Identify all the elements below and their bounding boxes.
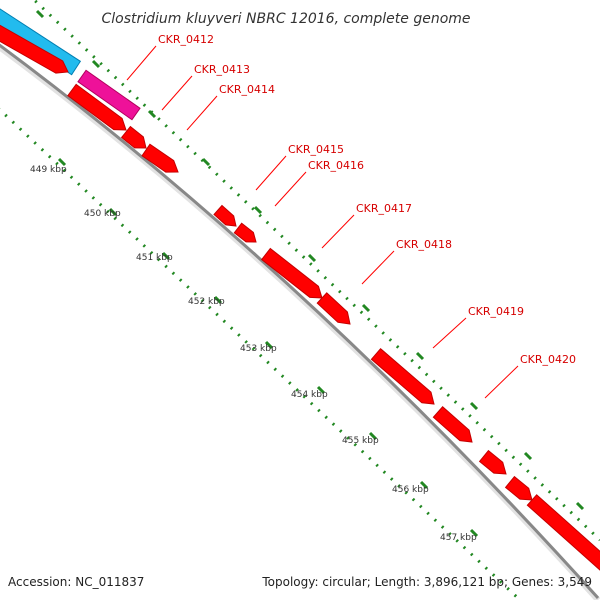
tick-mark-inner [469, 528, 479, 538]
cds-arrow-0413-group [120, 125, 147, 149]
cds-arrow-0420 [432, 406, 473, 443]
tick-mark-outer [523, 451, 533, 461]
gene-leader-line [361, 250, 395, 285]
cds-arrow-0416 [233, 222, 257, 243]
scale-label: 449 kbp [30, 165, 67, 175]
scale-label: 455 kbp [342, 436, 379, 446]
backbone-arc [0, 43, 600, 600]
scale-label: 450 kbp [84, 209, 121, 219]
tick-mark-outer [575, 501, 585, 511]
cds-arrow-0418-group [316, 292, 351, 325]
tick-mark-outer [361, 303, 371, 313]
cds-arrow-0420-group [432, 406, 473, 443]
gene-label-ckr-0419: CKR_0419 [468, 305, 524, 318]
accession-text: Accession: NC_011837 [8, 575, 144, 589]
scale-label: 453 kbp [240, 344, 277, 354]
tick-mark-outer [469, 401, 479, 411]
cds-arrow-0412-group [67, 83, 127, 131]
scale-ticks: 449 kbp 450 kbp 451 kbp 452 kbp 453 kbp 454 k… [30, 165, 477, 543]
tick-mark-inner [161, 251, 171, 261]
tick-mark-outer [147, 109, 157, 119]
map-title: Clostridium kluyveri NBRC 12016, complet… [101, 11, 470, 27]
backbone-line [0, 43, 600, 600]
gc-dots-outer [32, 0, 600, 542]
gene-leader-line [484, 365, 519, 399]
cds-arrow-0411 [0, 23, 69, 74]
gene-leader-line [274, 171, 307, 207]
tick-mark-inner [108, 207, 118, 217]
gene-leader-line [255, 155, 287, 191]
tick-mark-outer [201, 157, 211, 167]
gc-dots-inner [0, 107, 522, 600]
cds-arrow-0422 [504, 475, 533, 501]
cds-arrow-0416-group [233, 222, 257, 243]
gene-label-ckr-0414: CKR_0414 [219, 83, 275, 96]
cds-arrow-0418 [316, 292, 351, 325]
gene-leader-line [161, 75, 193, 111]
gene-leader-line [126, 45, 157, 81]
cds-arrow-0412 [67, 83, 127, 131]
gene-label-ckr-0420: CKR_0420 [520, 353, 576, 366]
gene-leader-line [321, 214, 355, 249]
tick-mark-inner [419, 480, 429, 490]
magenta-feature-group [77, 69, 141, 121]
backbone-shadow [0, 43, 600, 600]
gene-labels: CKR_0412 CKR_0413 CKR_0414 CKR_0415 CKR_0416… [126, 33, 576, 399]
cds-arrow-0421-group [478, 449, 507, 475]
scale-label: 454 kbp [291, 390, 328, 400]
cds-arrow-0421 [478, 449, 507, 475]
cds-arrow-0423-group [526, 494, 600, 572]
gene-label-ckr-0412: CKR_0412 [158, 33, 214, 46]
cds-arrow-0417 [260, 247, 323, 299]
cds-arrow-0413 [120, 125, 147, 149]
tick-mark-inner [368, 431, 378, 441]
tick-mark-outer [91, 59, 101, 69]
scale-label: 452 kbp [188, 297, 225, 307]
gene-label-ckr-0416: CKR_0416 [308, 159, 364, 172]
gene-label-ckr-0417: CKR_0417 [356, 202, 412, 215]
cds-arrow-0415-group [213, 204, 237, 227]
scale-label: 456 kbp [392, 485, 429, 495]
gene-label-ckr-0415: CKR_0415 [288, 143, 344, 156]
gene-leader-line [186, 95, 218, 131]
cds-arrow-0423 [526, 494, 600, 572]
cds-arrow-0419 [370, 347, 435, 405]
tick-mark-inner [316, 385, 326, 395]
scale-label: 451 kbp [136, 253, 173, 263]
tick-mark-outer [253, 205, 263, 215]
cds-arrow-0422-group [504, 475, 533, 501]
tick-mark-inner [213, 295, 223, 305]
tick-mark-outer [415, 351, 425, 361]
cds-arrow-0415 [213, 204, 237, 227]
cds-arrow-0419-group [370, 347, 435, 405]
feature-track [0, 4, 600, 572]
tick-mark-outer [35, 9, 45, 19]
cds-arrow-0414-group [141, 143, 179, 173]
cds-arrow-0411-group [0, 23, 69, 74]
topology-text: Topology: circular; Length: 3,896,121 bp… [261, 575, 592, 589]
tick-mark-inner [57, 157, 67, 167]
magenta-feature [77, 69, 141, 121]
gene-label-ckr-0418: CKR_0418 [396, 238, 452, 251]
tick-mark-inner [264, 340, 274, 350]
gene-leader-line [432, 317, 467, 349]
gene-label-ckr-0413: CKR_0413 [194, 63, 250, 76]
cds-arrow-0414 [141, 143, 179, 173]
scale-label: 457 kbp [440, 533, 477, 543]
cds-arrow-0417-group [260, 247, 323, 299]
tick-mark-outer [307, 253, 317, 263]
